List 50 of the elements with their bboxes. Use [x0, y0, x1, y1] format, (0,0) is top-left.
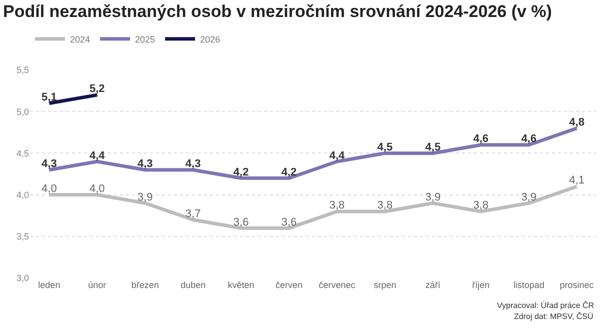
x-tick-label: září — [425, 280, 441, 290]
y-tick-label: 3,5 — [16, 232, 29, 242]
x-tick-label: březen — [131, 280, 159, 290]
data-label: 3,6 — [233, 216, 249, 228]
data-label: 4,8 — [569, 116, 584, 128]
data-label: 4,1 — [569, 174, 584, 187]
x-tick-label: říjen — [472, 280, 490, 290]
legend-label: 2026 — [200, 34, 220, 44]
x-tick-label: únor — [88, 280, 106, 290]
data-label: 4,6 — [521, 133, 536, 146]
y-tick-label: 5,0 — [16, 106, 29, 117]
data-label: 3,8 — [473, 200, 489, 212]
y-tick-label: 4,5 — [16, 148, 29, 158]
data-label: 3,9 — [137, 191, 153, 204]
x-tick-label: červenec — [318, 280, 356, 290]
x-tick-label: květen — [228, 280, 254, 290]
data-label: 3,6 — [281, 216, 297, 228]
data-label: 3,7 — [185, 208, 201, 220]
data-label: 4,6 — [473, 133, 489, 146]
data-label: 4,5 — [377, 141, 393, 154]
data-label: 4,0 — [90, 183, 105, 196]
data-label: 4,3 — [137, 158, 153, 170]
y-tick-label: 3,0 — [16, 273, 29, 284]
x-tick-label: červen — [276, 280, 303, 290]
x-tick-label: listopad — [513, 280, 544, 290]
data-label: 5,2 — [90, 83, 105, 96]
data-label: 4,0 — [42, 183, 57, 196]
data-label: 4,3 — [185, 158, 201, 170]
data-label: 3,8 — [329, 200, 345, 212]
chart-title: Podíl nezaměstnaných osob v meziročním srovnání 2024-2026 (v %) — [3, 2, 552, 21]
data-label: 4,5 — [425, 141, 441, 154]
text: Vypracoval: Úřad práce ČR — [497, 301, 594, 310]
data-label: 4,4 — [329, 150, 346, 162]
legend-label: 2024 — [70, 34, 90, 44]
data-label: 4,3 — [42, 158, 57, 170]
x-tick-label: leden — [38, 280, 60, 290]
data-label: 4,4 — [90, 150, 106, 162]
data-label: 3,8 — [377, 200, 393, 212]
data-label: 3,9 — [521, 191, 536, 204]
x-tick-label: duben — [180, 280, 206, 290]
data-label: 3,9 — [425, 191, 441, 204]
y-tick-label: 5,5 — [16, 65, 29, 76]
x-tick-label: prosinec — [560, 280, 594, 290]
data-label: 4,2 — [281, 166, 297, 178]
text: Zdroj dat: MPSV, ČSÚ — [514, 312, 594, 321]
data-label: 5,1 — [42, 92, 57, 104]
x-tick-label: srpen — [374, 280, 396, 290]
y-tick-label: 4,0 — [16, 190, 29, 200]
data-label: 4,2 — [233, 166, 249, 178]
legend-label: 2025 — [135, 34, 156, 44]
